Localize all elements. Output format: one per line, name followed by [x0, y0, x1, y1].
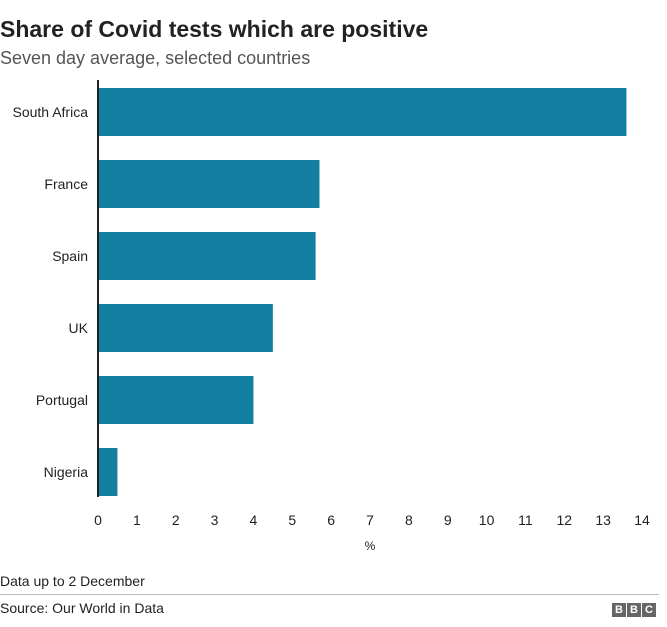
- x-tick-label: 14: [634, 512, 650, 528]
- x-tick-label: 2: [172, 512, 180, 528]
- category-label: Nigeria: [44, 464, 89, 480]
- x-tick-label: 8: [405, 512, 413, 528]
- chart-title: Share of Covid tests which are positive: [0, 16, 429, 42]
- bar-south-africa: [98, 88, 627, 136]
- x-tick-label: 6: [327, 512, 335, 528]
- source-text: Source: Our World in Data: [0, 600, 164, 616]
- category-label: France: [44, 176, 88, 192]
- bar-france: [98, 160, 320, 208]
- x-tick-label: 11: [518, 512, 533, 528]
- category-label: UK: [69, 320, 89, 336]
- bar-spain: [98, 232, 316, 280]
- x-tick-label: 3: [211, 512, 219, 528]
- x-axis-label: %: [365, 539, 376, 553]
- chart-subtitle: Seven day average, selected countries: [0, 48, 311, 68]
- data-note: Data up to 2 December: [0, 573, 145, 589]
- x-tick-label: 0: [94, 512, 102, 528]
- x-tick-label: 4: [250, 512, 258, 528]
- x-tick-label: 5: [288, 512, 296, 528]
- x-tick-label: 10: [479, 512, 495, 528]
- bar-portugal: [98, 376, 254, 424]
- category-label: Portugal: [36, 392, 88, 408]
- bar-uk: [98, 304, 273, 352]
- x-tick-label: 13: [595, 512, 611, 528]
- footer-divider: [0, 594, 659, 595]
- x-tick-label: 7: [366, 512, 374, 528]
- x-tick-label: 9: [444, 512, 452, 528]
- x-tick-label: 1: [133, 512, 141, 528]
- x-tick-label: 12: [556, 512, 572, 528]
- category-label: South Africa: [13, 104, 89, 120]
- bar-nigeria: [98, 448, 118, 496]
- category-label: Spain: [52, 248, 88, 264]
